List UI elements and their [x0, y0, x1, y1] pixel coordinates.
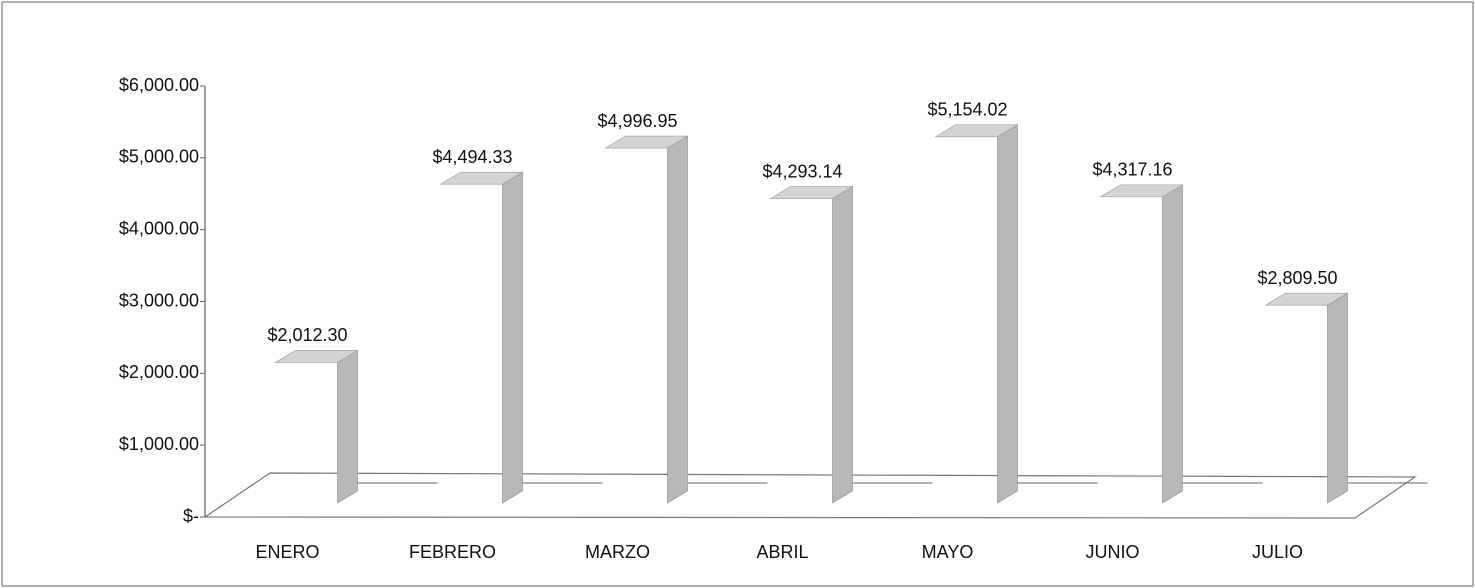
x-tick-label: JULIO [1252, 542, 1303, 562]
bar-side [502, 171, 523, 504]
data-label: $4,317.16 [1092, 160, 1172, 180]
data-label: $4,494.33 [432, 147, 512, 167]
bar-top [604, 135, 689, 149]
x-tick-label: ABRIL [756, 542, 808, 562]
y-tick-label: $- [183, 506, 199, 526]
y-tick-label: $4,000.00 [119, 218, 199, 238]
y-tick-label: $1,000.00 [119, 434, 199, 454]
bar-side [1162, 184, 1183, 504]
bar-side [337, 349, 358, 504]
bar-top [1264, 292, 1349, 306]
data-label: $2,012.30 [267, 325, 347, 345]
data-label: $2,809.50 [1257, 268, 1337, 288]
bar-top [1099, 184, 1184, 198]
y-tick-label: $3,000.00 [119, 290, 199, 310]
bar-side [667, 135, 688, 504]
x-tick-label: MARZO [585, 542, 650, 562]
x-tick-label: JUNIO [1086, 542, 1140, 562]
data-label: $4,293.14 [762, 161, 842, 181]
bar-top [934, 124, 1019, 138]
bar-side [832, 186, 853, 504]
bar-top [274, 350, 359, 363]
bar-side [1327, 292, 1348, 504]
bar-side [997, 124, 1018, 504]
x-tick-label: ENERO [255, 542, 319, 562]
x-tick-label: MAYO [922, 542, 974, 562]
bar-top [439, 171, 524, 185]
floor [204, 472, 1417, 519]
data-label: $4,996.95 [597, 111, 677, 131]
bar-top [769, 186, 854, 199]
data-label: $5,154.02 [927, 100, 1007, 120]
y-tick-label: $6,000.00 [119, 75, 199, 95]
y-tick-label: $5,000.00 [119, 147, 199, 167]
x-tick-label: FEBRERO [409, 542, 496, 562]
y-tick-label: $2,000.00 [119, 362, 199, 382]
